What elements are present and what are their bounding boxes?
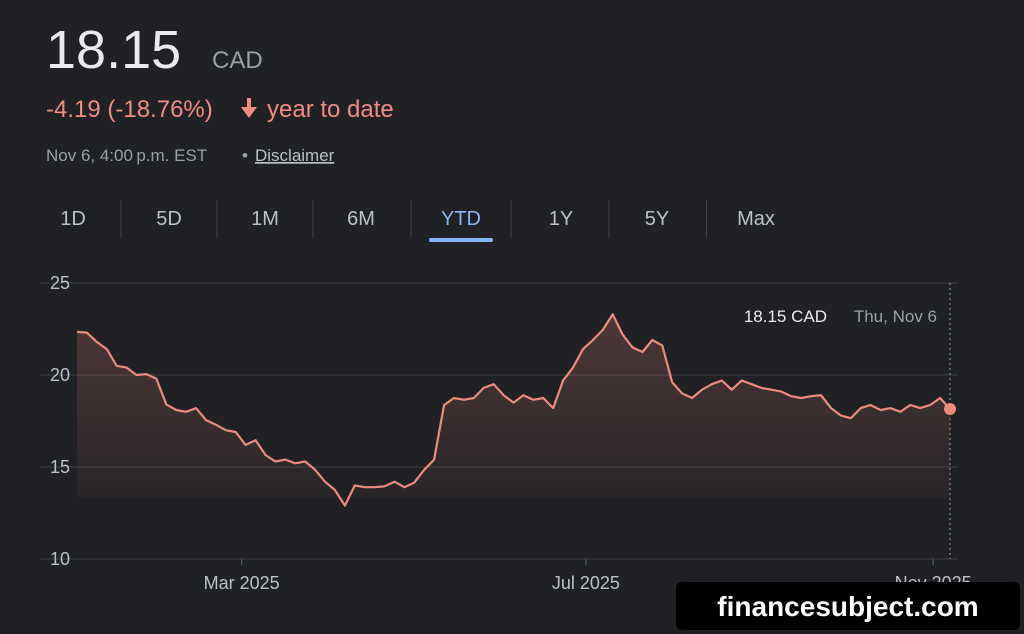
separator: • [242,146,248,165]
x-tick-label: Jul 2025 [552,573,620,593]
last-point [944,403,956,416]
change: -4.19 (-18.76%) [46,96,213,123]
watermark-box [676,582,1020,630]
price: 18.15 [46,20,181,80]
tab[interactable]: 5Y [645,208,669,230]
y-tick-label: 20 [50,365,70,385]
tab[interactable]: Max [737,208,775,230]
timestamp: Nov 6, 4:00 p.m. EST [46,146,207,165]
tab-underline [429,238,493,242]
tab[interactable]: 1M [251,208,279,230]
period: year to date [267,96,394,123]
price-line [76,313,951,507]
tab[interactable]: 5D [156,208,182,230]
tab[interactable]: 1Y [549,208,573,230]
tooltip-date: Thu, Nov 6 [854,307,937,326]
y-tick-label: 15 [50,457,70,477]
area [77,314,950,506]
tab[interactable]: 1D [60,208,86,230]
tab[interactable]: YTD [441,208,481,230]
tooltip-value: 18.15 CAD [744,307,827,326]
y-tick-label: 10 [50,549,70,569]
y-tick-label: 25 [50,273,70,293]
currency: CAD [212,47,263,74]
tab[interactable]: 6M [347,208,375,230]
down-arrow [241,98,257,118]
disclaimer-link[interactable]: Disclaimer [255,146,335,165]
x-tick-label: Mar 2025 [204,573,280,593]
range-tabs: 1D 5D 1M 6M YTD 1Y 5Y Max [60,200,775,242]
watermark: financesubject.com [717,591,978,622]
